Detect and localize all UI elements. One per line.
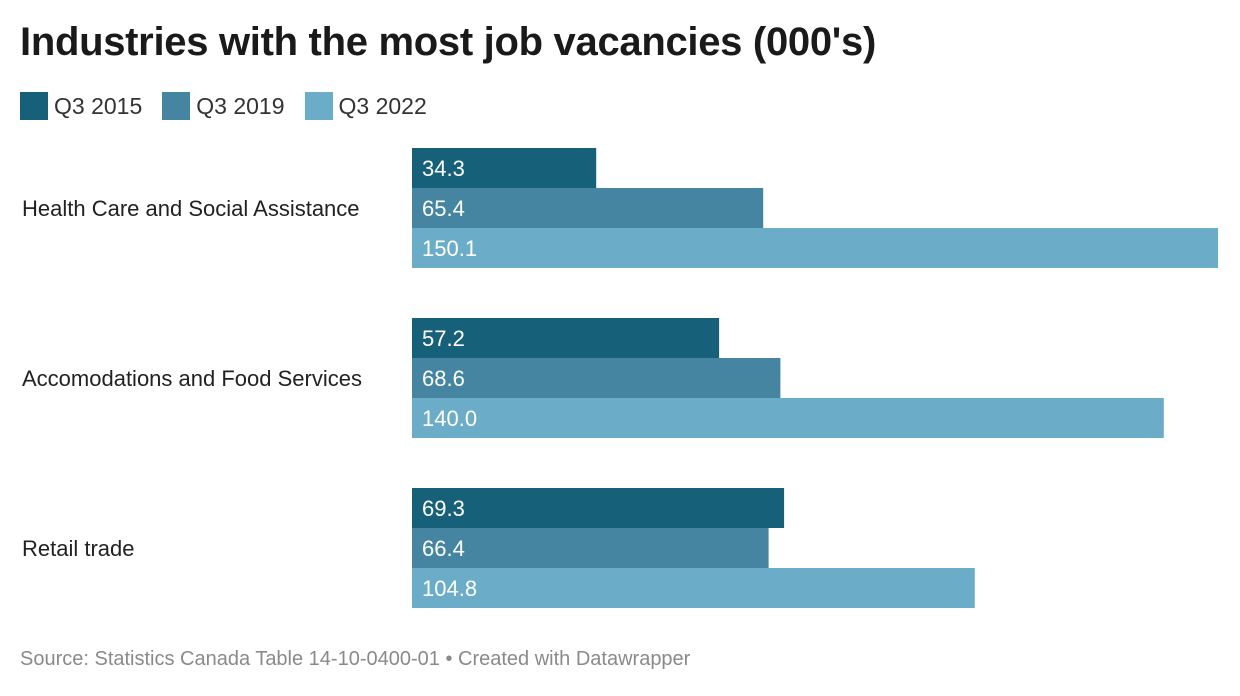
legend-label-q3-2022: Q3 2022 (338, 92, 427, 119)
category-label-accomodations-and-food-services: Accomodations and Food Services (22, 366, 362, 391)
legend-item-q3-2015: Q3 2015 (20, 92, 142, 120)
legend-label-q3-2015: Q3 2015 (54, 92, 143, 119)
bar-retail-trade-q3-2022 (412, 568, 975, 608)
bar-health-care-and-social-assistance-q3-2015 (412, 148, 597, 188)
category-label-health-care-and-social-assistance: Health Care and Social Assistance (22, 196, 360, 221)
legend-item-q3-2022: Q3 2022 (304, 92, 427, 120)
data-label-health-care-and-social-assistance-q3-2019: 65.4 (422, 196, 465, 221)
data-label-health-care-and-social-assistance-q3-2015: 34.3 (422, 156, 465, 181)
data-label-accomodations-and-food-services-q3-2015: 57.2 (422, 326, 465, 351)
legend-swatch-q3-2015 (20, 92, 48, 120)
bar-health-care-and-social-assistance-q3-2019 (412, 188, 764, 228)
bar-chart: Health Care and Social Assistance 34.3 65.… (22, 148, 1218, 608)
data-label-health-care-and-social-assistance-q3-2022: 150.1 (422, 236, 477, 261)
data-label-retail-trade-q3-2019: 66.4 (422, 536, 465, 561)
bar-accomodations-and-food-services-q3-2022 (412, 398, 1164, 438)
data-label-accomodations-and-food-services-q3-2022: 140.0 (422, 406, 477, 431)
legend-swatch-q3-2022 (304, 92, 333, 120)
bar-retail-trade-q3-2015 (412, 488, 785, 528)
bar-health-care-and-social-assistance-q3-2022 (412, 228, 1218, 268)
bar-accomodations-and-food-services-q3-2015 (412, 318, 720, 358)
data-label-accomodations-and-food-services-q3-2019: 68.6 (422, 366, 465, 391)
data-label-retail-trade-q3-2015: 69.3 (422, 496, 465, 521)
bar-accomodations-and-food-services-q3-2019 (412, 358, 781, 398)
category-label-retail-trade: Retail trade (22, 536, 135, 561)
legend-label-q3-2019: Q3 2019 (196, 92, 285, 119)
chart-title: Industries with the most job vacancies (… (20, 20, 876, 64)
legend-item-q3-2019: Q3 2019 (162, 92, 285, 120)
source-note: Source: Statistics Canada Table 14-10-04… (20, 648, 691, 670)
legend-swatch-q3-2019 (162, 92, 191, 120)
data-label-retail-trade-q3-2022: 104.8 (422, 576, 477, 601)
bar-retail-trade-q3-2019 (412, 528, 769, 568)
chart-legend: Q3 2015 Q3 2019 Q3 2022 (20, 92, 447, 120)
